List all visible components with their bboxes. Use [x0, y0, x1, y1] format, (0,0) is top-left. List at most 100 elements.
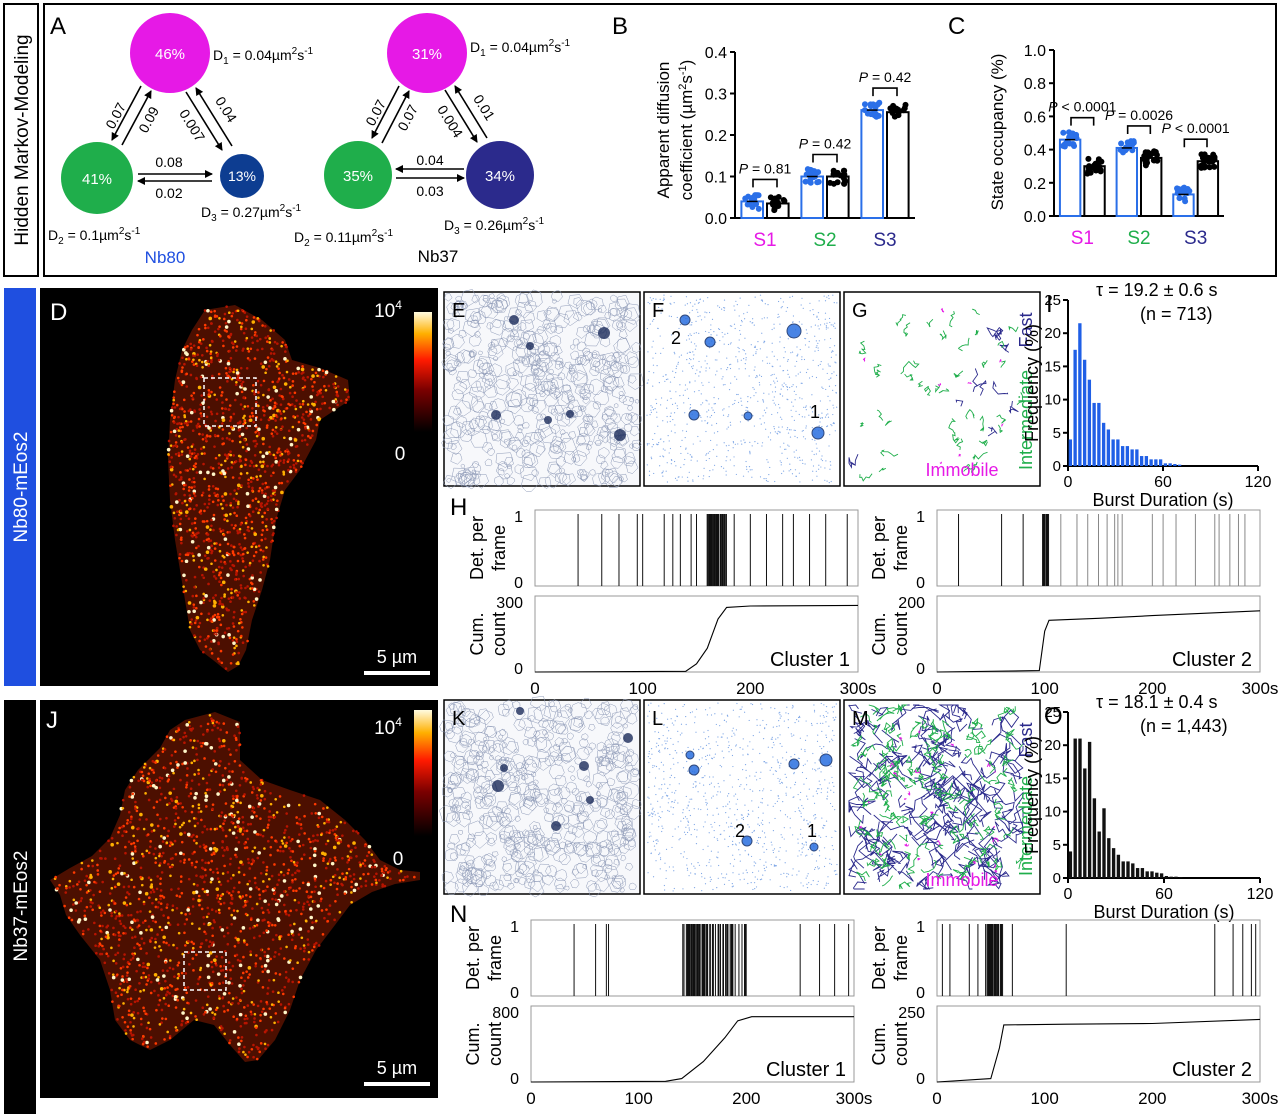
punctum: [223, 766, 227, 770]
punctum: [363, 859, 367, 862]
punctum: [233, 340, 237, 343]
nb80-d1-label: D1 = 0.04µm2s-1: [213, 46, 314, 67]
punctum: [121, 798, 125, 802]
punctum: [148, 1027, 152, 1031]
voronoi-cell: [520, 463, 538, 481]
punctum: [227, 608, 230, 612]
localization: [737, 346, 739, 349]
localization: [830, 351, 833, 353]
punctum: [239, 472, 243, 475]
localization: [669, 415, 672, 417]
punctum: [178, 825, 182, 829]
punctum: [244, 516, 248, 520]
punctum: [283, 836, 286, 839]
punctum: [158, 779, 162, 783]
voronoi-cell: [578, 427, 588, 437]
punctum: [268, 337, 272, 340]
localization: [747, 410, 749, 412]
punctum: [194, 465, 197, 469]
localization: [818, 300, 820, 302]
localization: [656, 416, 658, 418]
localization: [749, 450, 751, 452]
punctum: [266, 334, 270, 338]
punctum: [142, 827, 146, 831]
punctum: [205, 349, 209, 353]
punctum: [117, 830, 120, 834]
punctum: [332, 845, 337, 850]
punctum: [256, 1004, 260, 1008]
punctum: [241, 548, 244, 552]
punctum: [159, 986, 164, 991]
localization: [777, 313, 779, 315]
punctum: [100, 952, 104, 956]
punctum: [236, 829, 240, 833]
punctum: [240, 484, 243, 487]
nb80-row-label-box: [4, 288, 36, 686]
localization: [747, 471, 749, 473]
localization: [828, 378, 830, 381]
punctum: [238, 440, 242, 444]
histogram-bar: [1144, 456, 1149, 466]
punctum: [137, 997, 141, 1000]
punctum: [252, 316, 256, 319]
punctum: [162, 935, 166, 940]
punctum: [263, 847, 266, 850]
voronoi-cell: [604, 418, 617, 431]
punctum: [172, 511, 176, 515]
localization: [689, 333, 691, 335]
data-point: [876, 99, 883, 106]
localization: [818, 468, 820, 470]
punctum: [184, 972, 188, 975]
punctum: [304, 919, 308, 923]
localization: [690, 334, 692, 337]
voronoi-cell: [554, 325, 563, 335]
punctum: [244, 463, 247, 467]
punctum: [124, 896, 128, 899]
punctum: [193, 448, 197, 451]
punctum: [245, 491, 250, 496]
punctum: [179, 462, 182, 465]
punctum: [271, 923, 274, 927]
punctum: [257, 468, 261, 471]
punctum: [336, 868, 339, 871]
punctum: [183, 415, 187, 419]
punctum: [184, 514, 188, 518]
punctum: [275, 516, 278, 520]
histogram-bar: [1139, 456, 1144, 466]
punctum: [293, 922, 296, 926]
punctum: [192, 354, 195, 357]
punctum: [195, 376, 198, 380]
localization: [761, 442, 764, 444]
punctum: [281, 425, 284, 428]
punctum: [243, 419, 247, 423]
localization: [756, 348, 758, 351]
punctum: [211, 934, 214, 938]
punctum: [261, 365, 266, 369]
punctum: [341, 883, 344, 887]
punctum: [279, 849, 282, 853]
punctum: [190, 539, 195, 544]
punctum: [235, 368, 239, 372]
punctum: [214, 456, 218, 460]
localization: [794, 399, 796, 401]
punctum: [233, 945, 237, 948]
punctum: [191, 443, 195, 446]
punctum: [183, 421, 187, 425]
punctum: [241, 832, 245, 836]
y-tick-label: 15: [1044, 358, 1061, 375]
punctum: [240, 322, 244, 325]
voronoi-cell: [481, 362, 495, 375]
punctum: [180, 440, 184, 444]
punctum: [262, 379, 266, 383]
punctum: [285, 812, 288, 815]
punctum: [285, 841, 289, 845]
punctum: [93, 880, 96, 884]
punctum: [183, 986, 187, 990]
punctum: [198, 408, 201, 411]
punctum: [247, 1050, 251, 1054]
punctum: [288, 403, 292, 407]
localization: [785, 448, 787, 450]
punctum: [124, 845, 127, 849]
localization: [762, 401, 765, 403]
punctum: [197, 803, 201, 807]
